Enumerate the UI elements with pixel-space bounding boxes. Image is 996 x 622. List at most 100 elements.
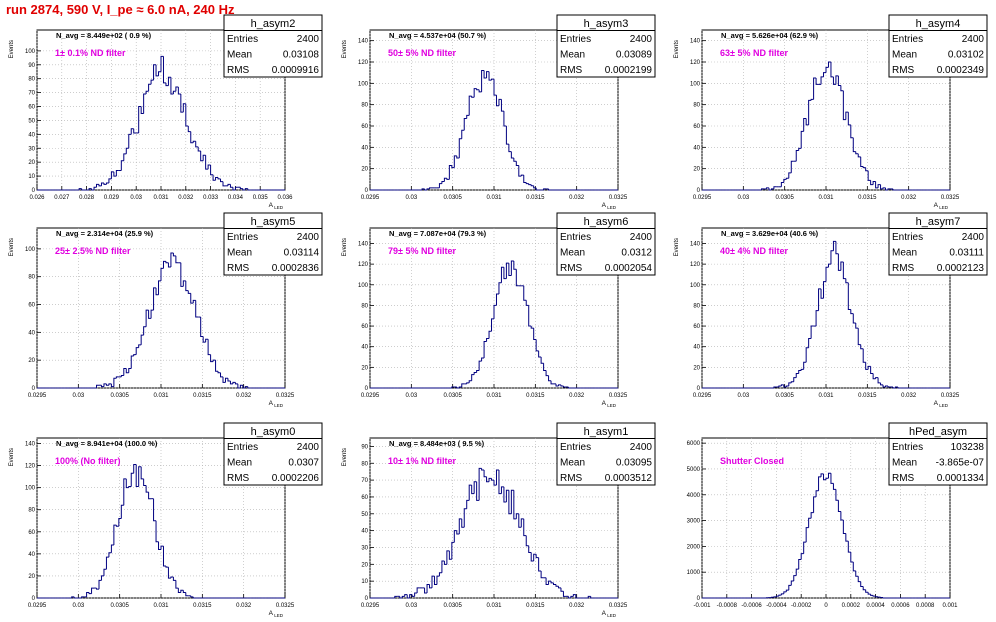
histogram-bin	[515, 269, 519, 287]
histogram-bin	[103, 383, 107, 387]
histogram-bin	[185, 103, 189, 127]
histogram-bin	[570, 595, 574, 598]
histogram-svg: 0.026 0.027 0.028 0.029 0.03 0.031 0.032 0.033 0…	[9, 14, 323, 210]
histogram-bin	[461, 129, 465, 139]
histogram-bin	[229, 381, 233, 385]
histogram-bin	[897, 386, 901, 389]
histogram-bin	[483, 341, 487, 359]
histogram-bin	[548, 375, 552, 382]
histogram-bin	[125, 478, 129, 489]
y-tick-label: 10	[361, 579, 368, 585]
histogram-bin	[486, 476, 490, 483]
stats-value: 0.0312	[621, 248, 652, 259]
histogram-bin	[486, 71, 490, 78]
y-tick-label: 120	[358, 60, 369, 66]
y-tick-label: 20	[693, 167, 700, 173]
histogram-bin	[125, 368, 129, 374]
histogram-bin	[798, 369, 802, 374]
histogram-bin	[783, 384, 787, 388]
x-axis-label: A LED	[934, 400, 949, 408]
histogram-bin	[133, 128, 137, 134]
x-tick-label: 0.0325	[609, 195, 628, 201]
histogram-bin	[421, 188, 425, 190]
x-tick-label: 0.027	[54, 195, 70, 201]
histogram-bin	[867, 365, 871, 370]
histogram-bin	[406, 594, 410, 599]
x-tick-label: 0.032	[178, 195, 194, 201]
stats-label: RMS	[560, 473, 583, 484]
histogram-bin	[555, 584, 559, 587]
y-tick-label: 1000	[687, 570, 701, 576]
y-tick-label: 0	[32, 188, 36, 194]
histogram-bin	[513, 158, 517, 162]
histogram-bin	[493, 480, 497, 486]
navg-annotation: N_avg = 3.629e+04 (40.6 %)	[721, 229, 819, 238]
filter-annotation: 50± 5% ND filter	[388, 48, 456, 58]
histogram-bin	[247, 386, 251, 389]
navg-annotation: N_avg = 7.087e+04 (79.3 %)	[389, 229, 487, 238]
y-tick-label: 20	[693, 365, 700, 371]
histogram-bin	[765, 187, 769, 189]
histogram-bin	[525, 535, 529, 547]
histogram-bin	[533, 553, 537, 561]
x-tick-label: 0.03	[737, 195, 749, 201]
histogram-bin	[543, 188, 547, 190]
x-tick-label: 0.031	[486, 393, 502, 399]
histogram-bin	[793, 575, 797, 582]
histogram-svg: 0.0295 0.03 0.0305 0.031 0.0315 0.032 0.0325 0 1…	[342, 422, 656, 618]
y-tick-label: 50	[28, 118, 35, 124]
y-tick-label: 140	[25, 442, 36, 448]
histogram-bin	[162, 56, 166, 84]
histogram-bin	[160, 55, 164, 72]
histogram-bin	[177, 87, 181, 95]
x-tick-label: 0.0006	[891, 603, 910, 609]
histogram-bin	[466, 114, 470, 119]
y-axis-label: Events	[342, 238, 348, 256]
stats-label: Entries	[892, 34, 923, 45]
stats-label: RMS	[560, 65, 583, 76]
x-tick-label: 0.0295	[361, 393, 380, 399]
histogram-bin	[515, 161, 519, 166]
y-tick-label: 5000	[687, 467, 701, 473]
stats-label: RMS	[227, 473, 250, 484]
stats-label: Mean	[227, 458, 252, 469]
stats-label: Mean	[892, 50, 917, 61]
histogram-bin	[860, 581, 864, 588]
histogram-bin	[207, 339, 211, 356]
x-tick-label: 0.034	[228, 195, 244, 201]
histogram-bin	[476, 481, 480, 501]
histogram-bin	[560, 384, 564, 387]
histogram-bin	[103, 568, 107, 576]
histogram-bin	[553, 582, 556, 586]
histogram-name: h_asym2	[251, 18, 296, 30]
histogram-bin	[855, 322, 859, 329]
filter-annotation: 25± 2.5% ND filter	[55, 246, 131, 256]
histogram-bin	[860, 156, 864, 168]
histogram-bin	[91, 587, 95, 594]
stats-label: Mean	[227, 50, 252, 61]
histogram-bin	[108, 552, 112, 558]
histogram-bin	[113, 171, 117, 177]
histogram-step-line	[370, 260, 618, 389]
histogram-bin	[560, 587, 564, 592]
histogram-bin	[242, 188, 246, 191]
histogram-bin	[215, 360, 219, 372]
x-axis-label: A LED	[602, 610, 617, 618]
y-tick-label: 60	[693, 124, 700, 130]
y-tick-label: 20	[361, 365, 368, 371]
histogram-bin	[187, 290, 191, 294]
histogram-bin	[840, 511, 844, 521]
histogram-bin	[840, 85, 844, 92]
stats-value: 2400	[297, 232, 320, 243]
histogram-bin	[785, 177, 789, 180]
x-tick-label: 0.0295	[28, 603, 47, 609]
histogram-bin	[451, 541, 455, 560]
y-tick-label: 60	[28, 530, 35, 536]
histogram-bin	[818, 288, 822, 311]
x-tick-label: 0.032	[569, 393, 585, 399]
histogram-bin	[197, 146, 201, 152]
histogram-bin	[100, 575, 104, 581]
histogram-bin	[877, 184, 881, 188]
histogram-bin	[461, 518, 465, 528]
histogram-bin	[825, 477, 829, 480]
